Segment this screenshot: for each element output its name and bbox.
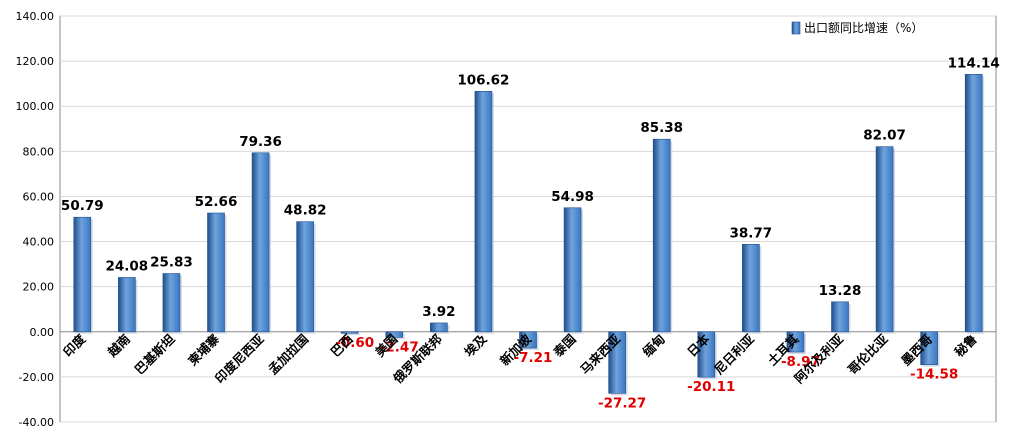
data-label: 106.62 xyxy=(457,72,509,88)
data-label: 38.77 xyxy=(730,225,773,241)
x-category-label: 泰国 xyxy=(550,331,579,360)
bar xyxy=(652,138,671,333)
bar xyxy=(786,331,805,353)
data-label: 82.07 xyxy=(863,128,906,144)
data-label: -14.58 xyxy=(910,367,958,383)
x-category-label: 尼日利亚 xyxy=(711,331,757,377)
data-label: -20.11 xyxy=(687,379,735,395)
data-label: 52.66 xyxy=(195,194,238,210)
y-tick-label: 20.00 xyxy=(23,281,55,294)
bar xyxy=(162,273,181,333)
data-label: 13.28 xyxy=(819,283,862,299)
data-label: 79.36 xyxy=(239,134,282,150)
data-label: 25.83 xyxy=(150,255,193,271)
y-tick-label: 0.00 xyxy=(30,326,55,339)
data-label: 48.82 xyxy=(284,203,327,219)
bar xyxy=(296,221,314,333)
x-category-label: 巴基斯坦 xyxy=(132,331,178,377)
bar xyxy=(920,331,938,365)
bar xyxy=(251,152,270,333)
bar xyxy=(563,207,582,333)
x-category-label: 缅甸 xyxy=(640,331,668,359)
x-category-label: 孟加拉国 xyxy=(265,331,311,377)
legend: 出口额同比增速（%） xyxy=(791,21,923,35)
data-label: -2.47 xyxy=(380,339,419,355)
bar xyxy=(340,331,359,334)
x-category-label: 印度 xyxy=(60,331,89,360)
bar xyxy=(742,244,760,333)
x-category-label: 秘鲁 xyxy=(952,331,980,359)
y-tick-label: 140.00 xyxy=(16,10,55,23)
x-category-label: 越南 xyxy=(104,331,133,360)
data-label: -8.97 xyxy=(781,354,820,370)
x-category-label: 柬埔寨 xyxy=(184,331,222,369)
bar xyxy=(207,212,225,333)
bar-shadow xyxy=(343,333,361,336)
y-tick-label: -40.00 xyxy=(19,416,54,429)
data-label: 3.92 xyxy=(422,304,455,320)
legend-label: 出口额同比增速（%） xyxy=(804,21,923,35)
x-category-label: 埃及 xyxy=(461,331,490,360)
x-category-label: 哥伦比亚 xyxy=(845,331,891,377)
y-tick-label: 100.00 xyxy=(16,100,55,113)
data-label: 85.38 xyxy=(640,120,683,136)
y-tick-label: 60.00 xyxy=(23,190,55,203)
data-label: 114.14 xyxy=(948,55,1000,71)
y-tick-label: -20.00 xyxy=(19,371,54,384)
bar xyxy=(474,90,493,333)
y-tick-label: 120.00 xyxy=(16,55,55,68)
bar xyxy=(875,146,894,333)
bar xyxy=(831,301,849,333)
bar xyxy=(519,331,537,349)
data-label: -27.27 xyxy=(598,395,646,411)
data-label: 54.98 xyxy=(551,189,594,205)
y-tick-label: 80.00 xyxy=(23,145,55,158)
legend-swatch xyxy=(791,21,801,35)
data-label: 50.79 xyxy=(61,198,104,214)
y-tick-label: 40.00 xyxy=(23,236,55,249)
bar xyxy=(608,331,626,394)
bar xyxy=(385,331,404,338)
data-label: -0.60 xyxy=(335,335,374,351)
bar xyxy=(430,322,448,333)
data-label: 24.08 xyxy=(106,258,149,274)
bar xyxy=(73,216,92,333)
bar xyxy=(697,331,716,378)
bar xyxy=(964,74,983,333)
data-label: -7.21 xyxy=(514,350,553,366)
x-category-label: 印度尼西亚 xyxy=(212,331,267,386)
bar xyxy=(118,277,136,333)
